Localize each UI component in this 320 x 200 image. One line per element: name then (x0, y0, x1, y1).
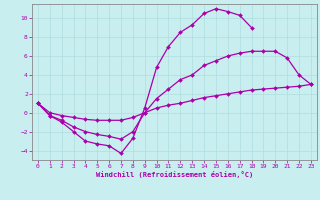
X-axis label: Windchill (Refroidissement éolien,°C): Windchill (Refroidissement éolien,°C) (96, 171, 253, 178)
